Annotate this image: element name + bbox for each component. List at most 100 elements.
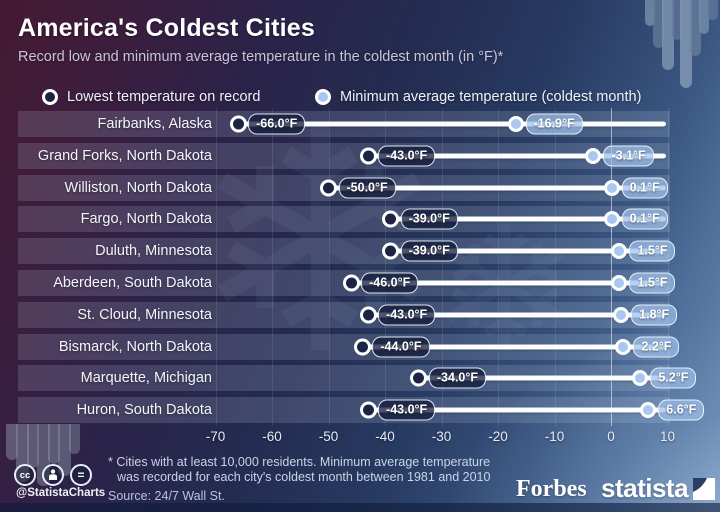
average-dot-icon [640,402,657,419]
gridline [215,108,217,426]
person-icon [49,469,57,480]
average-value-box: -16.9°F [525,113,583,135]
gridline [554,108,556,426]
statista-logo-icon [693,477,716,500]
average-value-box: 5.2°F [650,367,697,389]
record-dot-icon [353,338,371,356]
row-city-label: Aberdeen, South Dakota [53,275,212,291]
x-axis-tick-label: -10 [544,429,565,444]
average-value-box: -3.1°F [603,145,654,167]
statista-handle: @StatistaCharts [16,487,106,499]
record-value-box: -50.0°F [338,177,396,199]
x-axis-tick-label: -30 [431,429,452,444]
record-value-box: -39.0°F [400,208,458,230]
forbes-logo: Forbes [516,476,587,502]
average-value-box: 1.8°F [631,304,678,326]
gridline [385,108,386,426]
row-track-bar [362,344,666,350]
record-value-box: -43.0°F [378,399,436,421]
record-dot-icon [359,306,377,324]
average-dot-icon [632,370,649,387]
row-city-label: Bismarck, North Dakota [58,338,212,355]
average-dot-icon [615,338,632,355]
chart-row: Fargo, North Dakota -39.0°F 0.1°F [0,206,720,233]
chart-row: Williston, North Dakota -50.0°F 0.1°F [0,174,720,201]
row-city-label: Huron, South Dakota [76,402,212,419]
record-dot-icon [382,210,400,228]
page-subtitle: Record low and minimum average temperatu… [18,49,504,65]
row-track-bar [390,248,666,254]
footnote-line-2: was recorded for each city's coldest mon… [117,470,491,484]
chart-row: Aberdeen, South Dakota -46.0°F 1.5°F [0,270,720,296]
chart-row: Duluth, Minnesota -39.0°F 1.5°F [0,238,720,265]
average-value-box: 0.1°F [621,208,668,230]
chart-row: Bismarck, North Dakota -44.0°F 2.2°F [0,333,720,360]
row-city-label: Duluth, Minnesota [95,243,212,260]
chart-row: St. Cloud, Minnesota -43.0°F 1.8°F [0,301,720,328]
gridline [498,108,499,426]
legend-average-label: Minimum average temperature (coldest mon… [340,89,642,105]
average-dot-icon [507,116,524,132]
average-dot-icon [315,89,331,105]
record-value-box: -46.0°F [361,272,419,294]
row-city-label: Fargo, North Dakota [80,211,212,228]
average-value-box: 6.6°F [658,399,705,421]
legend-record-label: Lowest temperature on record [67,89,261,105]
record-dot-icon [359,147,377,165]
record-dot-icon [359,401,377,419]
statista-logo: statista [601,473,716,504]
row-track-bar [418,375,666,381]
record-value-box: -43.0°F [378,304,436,326]
x-axis-tick-label: 0 [607,429,615,444]
record-dot-icon [229,115,247,133]
row-city-label: Fairbanks, Alaska [97,116,212,132]
icicles-decoration-icon [645,0,718,88]
record-dot-icon [382,242,400,260]
record-value-box: -66.0°F [248,113,306,135]
row-track-bar [238,121,666,127]
record-dot-icon [42,89,58,105]
x-axis-tick-label: -60 [262,429,282,444]
average-dot-icon [603,179,620,196]
row-track-bar [368,153,666,159]
record-value-box: -39.0°F [400,240,458,262]
source-credit: Source: 24/7 Wall St. [108,489,225,503]
gridline [667,108,669,426]
footnote-line-1: * Cities with at least 10,000 residents.… [108,455,491,469]
x-axis-tick-label: 10 [659,429,676,444]
row-track-bar [351,280,666,286]
page-title: America's Coldest Cities [18,14,315,42]
chart-row: Marquette, Michigan -34.0°F 5.2°F [0,365,720,392]
average-value-box: 2.2°F [633,336,680,358]
record-value-box: -34.0°F [428,367,487,389]
row-track-bar [368,312,666,318]
cc-license-icon: cc [14,464,36,486]
row-track-bar [328,185,666,191]
gridline [328,108,330,426]
x-axis-tick-label: -40 [375,429,395,444]
record-dot-icon [320,179,337,197]
legend-item-record: Lowest temperature on record [42,88,260,106]
row-track-bar [368,407,666,413]
zero-gridline [611,108,612,426]
gridline [272,108,273,426]
average-value-box: 0.1°F [621,177,668,199]
chart-row: Grand Forks, North Dakota -43.0°F -3.1°F [0,142,720,169]
x-axis-tick-label: -50 [318,429,339,444]
x-axis-tick-label: -70 [205,429,226,444]
statista-wordmark: statista [601,473,689,503]
row-city-label: Grand Forks, North Dakota [37,147,212,164]
record-dot-icon [410,369,428,387]
record-value-box: -44.0°F [372,336,430,358]
average-value-box: 1.5°F [629,272,676,294]
chart-row: Fairbanks, Alaska -66.0°F -16.9°F [0,111,720,137]
average-dot-icon [613,306,630,323]
row-city-label: Marquette, Michigan [80,370,212,387]
record-dot-icon [342,274,360,292]
row-city-label: St. Cloud, Minnesota [77,306,212,323]
cc-nd-icon: = [70,464,92,486]
gridline [441,108,443,426]
average-value-box: 1.5°F [629,240,676,262]
average-dot-icon [611,275,628,291]
